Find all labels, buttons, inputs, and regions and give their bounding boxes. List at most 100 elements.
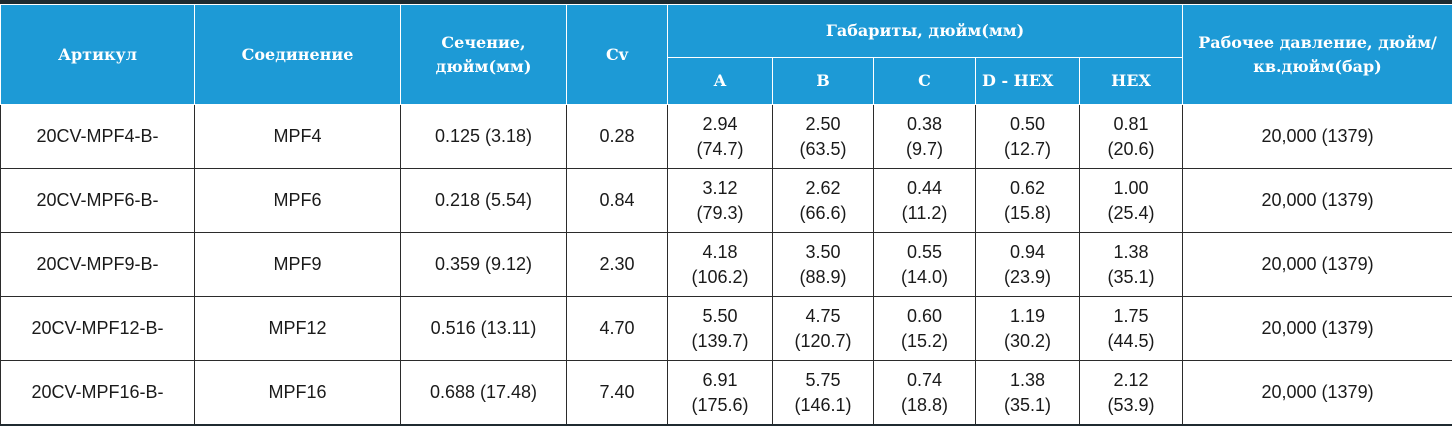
cell-dim-a: 4.18 (106.2) <box>667 232 773 297</box>
header-dim-hex: HEX <box>1078 57 1184 105</box>
cell-dim-c: 0.60 (15.2) <box>873 296 976 361</box>
cell-inch: 0.38 <box>906 113 943 134</box>
cell-dim-dhex: 0.50 (12.7) <box>975 104 1080 169</box>
cell-dim-a: 5.50 (139.7) <box>667 296 773 361</box>
table-row: 20CV-MPF9-B- MPF9 0.359 (9.12) 2.30 4.18… <box>0 232 1452 297</box>
cell-dim-b: 5.75 (146.1) <box>772 360 874 426</box>
cell-cv: 2.30 <box>566 232 668 297</box>
header-section-line2: дюйм(мм) <box>435 56 532 76</box>
header-connection: Соединение <box>194 4 401 105</box>
cell-inch: 1.38 <box>1113 241 1149 262</box>
cell-inch: 5.75 <box>805 369 841 390</box>
cell-mm: (146.1) <box>794 394 852 415</box>
cell-cv: 7.40 <box>566 360 668 426</box>
cell-pressure: 20,000 (1379) <box>1182 296 1452 361</box>
cell-dim-c: 0.44 (11.2) <box>873 168 976 233</box>
cell-inch: 3.12 <box>702 177 738 198</box>
cell-inch: 0.81 <box>1113 113 1149 134</box>
table-row: 20CV-MPF12-B- MPF12 0.516 (13.11) 4.70 5… <box>0 296 1452 361</box>
header-cv: Cv <box>566 4 668 105</box>
cell-connection: MPF6 <box>194 168 401 233</box>
cell-cv: 0.28 <box>566 104 668 169</box>
cell-connection: MPF9 <box>194 232 401 297</box>
cell-dim-hex: 1.38 (35.1) <box>1078 232 1184 297</box>
cell-mm: (20.6) <box>1107 138 1155 159</box>
cell-inch: 6.91 <box>702 369 738 390</box>
table-row: 20CV-MPF16-B- MPF16 0.688 (17.48) 7.40 6… <box>0 360 1452 426</box>
cell-mm: (15.8) <box>1003 202 1052 223</box>
cell-connection: MPF12 <box>194 296 401 361</box>
cell-dim-b: 2.62 (66.6) <box>772 168 874 233</box>
cell-mm: (53.9) <box>1107 394 1155 415</box>
cell-inch: 2.94 <box>702 113 738 134</box>
cell-mm: (120.7) <box>794 330 852 351</box>
cell-inch: 1.19 <box>1009 305 1046 326</box>
cell-cv: 4.70 <box>566 296 668 361</box>
cell-pressure: 20,000 (1379) <box>1182 360 1452 426</box>
cell-dim-hex: 0.81 (20.6) <box>1078 104 1184 169</box>
cell-inch: 1.38 <box>1009 369 1046 390</box>
cell-mm: (11.2) <box>901 202 948 223</box>
cell-connection: MPF16 <box>194 360 401 426</box>
cell-dim-a: 6.91 (175.6) <box>667 360 773 426</box>
cell-mm: (35.1) <box>1107 266 1155 287</box>
cell-mm: (106.2) <box>691 266 749 287</box>
cell-mm: (18.8) <box>900 394 949 415</box>
spec-table: Артикул Соединение Сечение, дюйм(мм) Cv … <box>0 4 1452 426</box>
cell-inch: 0.74 <box>906 369 943 390</box>
top-border <box>0 0 1452 4</box>
cell-mm: (175.6) <box>691 394 749 415</box>
cell-article: 20CV-MPF9-B- <box>0 232 195 297</box>
cell-inch: 4.18 <box>702 241 738 262</box>
cell-connection: MPF4 <box>194 104 401 169</box>
cell-dim-a: 3.12 (79.3) <box>667 168 773 233</box>
cell-mm: (30.2) <box>1003 330 1052 351</box>
header-dim-a: A <box>667 57 773 105</box>
cell-mm: (15.2) <box>900 330 949 351</box>
header-pressure: Рабочее давление, дюйм/кв.дюйм(бар) <box>1182 4 1452 105</box>
header-pressure-line2: дюйм/кв.дюйм(бар) <box>1253 32 1437 76</box>
cell-dim-c: 0.55 (14.0) <box>873 232 976 297</box>
cell-inch: 5.50 <box>702 305 738 326</box>
cell-section: 0.516 (13.11) <box>400 296 567 361</box>
cell-section: 0.359 (9.12) <box>400 232 567 297</box>
cell-inch: 0.44 <box>906 177 943 198</box>
cell-mm: (35.1) <box>1003 394 1052 415</box>
cell-inch: 1.75 <box>1113 305 1149 326</box>
cell-mm: (14.0) <box>900 266 949 287</box>
cell-dim-c: 0.38 (9.7) <box>873 104 976 169</box>
header-section: Сечение, дюйм(мм) <box>400 4 567 105</box>
cell-mm: (66.6) <box>799 202 847 223</box>
cell-cv: 0.84 <box>566 168 668 233</box>
cell-dim-a: 2.94 (74.7) <box>667 104 773 169</box>
cell-dim-hex: 1.75 (44.5) <box>1078 296 1184 361</box>
cell-dim-b: 4.75 (120.7) <box>772 296 874 361</box>
table-row: 20CV-MPF6-B- MPF6 0.218 (5.54) 0.84 3.12… <box>0 168 1452 233</box>
header-section-line1: Сечение, <box>441 32 526 52</box>
cell-section: 0.688 (17.48) <box>400 360 567 426</box>
cell-mm: (25.4) <box>1107 202 1155 223</box>
cell-dim-b: 2.50 (63.5) <box>772 104 874 169</box>
cell-dim-hex: 1.00 (25.4) <box>1078 168 1184 233</box>
header-dim-b: B <box>772 57 874 105</box>
cell-article: 20CV-MPF12-B- <box>0 296 195 361</box>
cell-dim-dhex: 0.62 (15.8) <box>975 168 1080 233</box>
cell-mm: (63.5) <box>799 138 847 159</box>
cell-pressure: 20,000 (1379) <box>1182 168 1452 233</box>
cell-article: 20CV-MPF4-B- <box>0 104 195 169</box>
cell-mm: (88.9) <box>799 266 847 287</box>
cell-dim-b: 3.50 (88.9) <box>772 232 874 297</box>
cell-inch: 0.94 <box>1009 241 1046 262</box>
cell-mm: (74.7) <box>696 138 744 159</box>
cell-mm: (12.7) <box>1003 138 1052 159</box>
cell-mm: (44.5) <box>1107 330 1155 351</box>
cell-dim-dhex: 1.19 (30.2) <box>975 296 1080 361</box>
cell-article: 20CV-MPF6-B- <box>0 168 195 233</box>
cell-inch: 0.62 <box>1009 177 1046 198</box>
cell-mm: (9.7) <box>905 138 943 159</box>
cell-inch: 0.50 <box>1009 113 1046 134</box>
header-article: Артикул <box>0 4 195 105</box>
cell-inch: 1.00 <box>1113 177 1149 198</box>
cell-section: 0.218 (5.54) <box>400 168 567 233</box>
cell-inch: 2.62 <box>805 177 841 198</box>
